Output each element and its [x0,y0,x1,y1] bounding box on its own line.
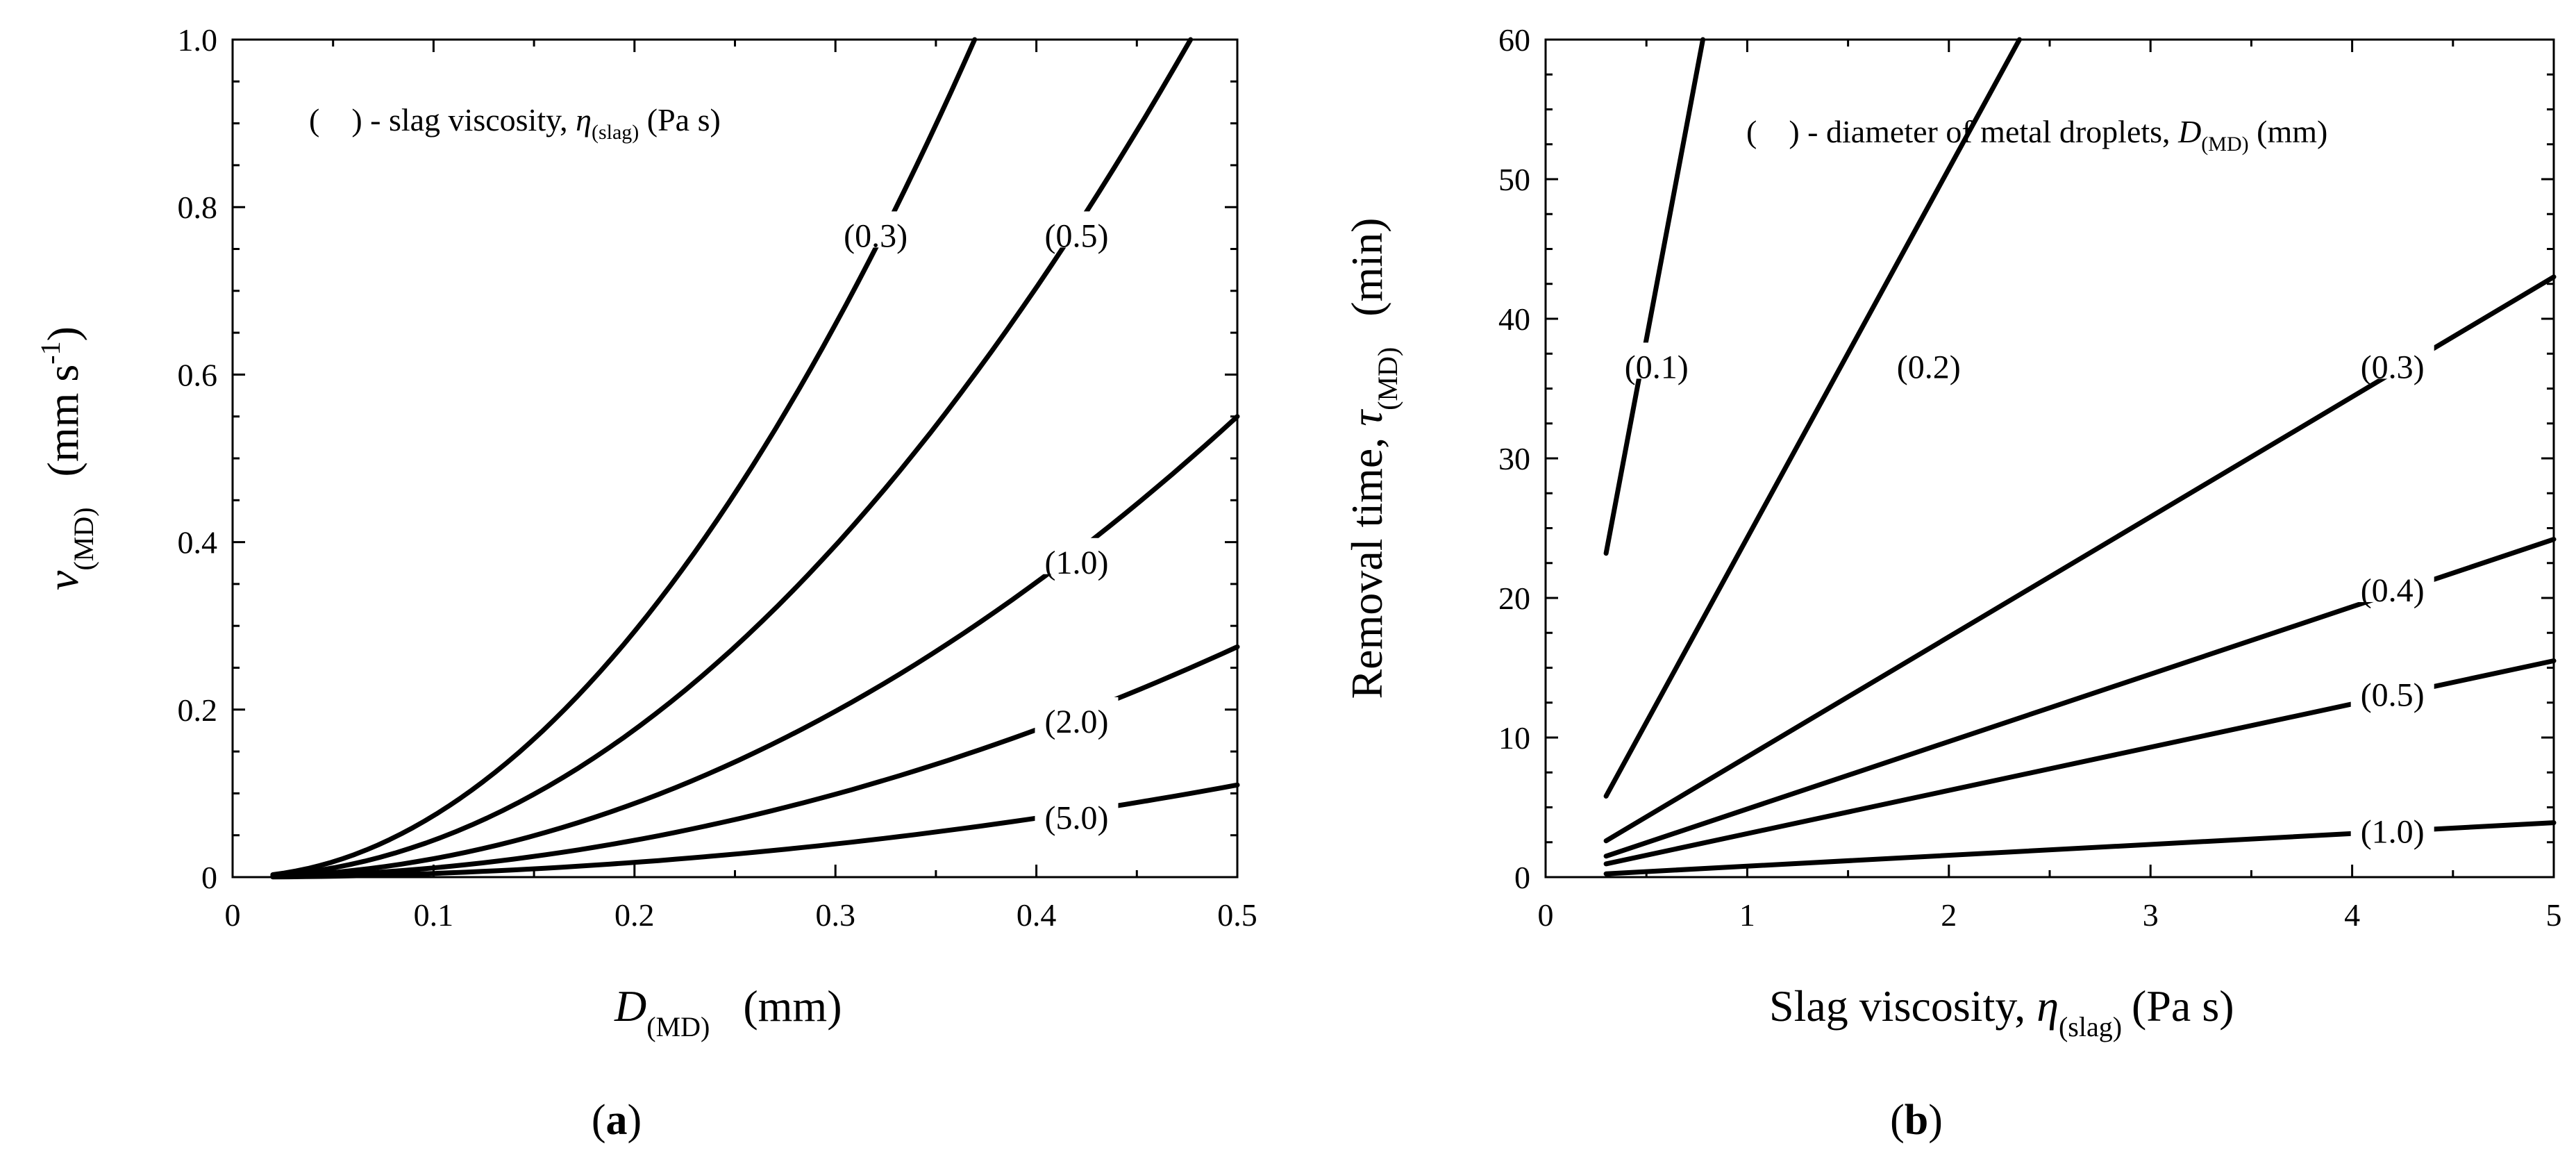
panel-b-series-label-bg [2350,342,2434,379]
panel-b-series-label: (0.3) [2361,349,2425,385]
panel-a-y-tick-label: 0.2 [178,692,218,728]
panel-b-series-label: (1.0) [2361,814,2425,851]
panel-a-series-label-bg [1035,538,1119,574]
panel-b-series-label-bg [1887,342,1971,379]
panel-b-x-tick-label: 4 [2344,897,2360,933]
panel-a-y-tick-label: 0.6 [178,357,218,392]
panel-a-series-label-bg [1035,793,1119,830]
panel-b-y-tick-label: 30 [1498,441,1530,476]
panel-a-y-tick-label: 0.4 [178,525,218,560]
panel-b-series-label-bg [2350,670,2434,707]
panel-a-x-tick-label: 0.2 [614,897,655,933]
panel-a-series-label: (5.0) [1044,800,1108,837]
panel-b-series [1603,37,2557,876]
panel-a-series-label-bg [1035,211,1119,248]
panel-b-y-tick-label: 40 [1498,301,1530,337]
panel-b-series-line [1603,37,2022,799]
panel-b-x-tick-label: 0 [1538,897,1554,933]
panel-a-y-tick-label: 0 [201,860,217,895]
panel-b-x-axis-title: Slag viscosity, η(slag) (Pa s) [1769,981,2234,1042]
panel-b-series-line [1603,37,1705,556]
panel-a-series-line [270,644,1240,879]
panel-a-x-tick-label: 0.5 [1217,897,1257,933]
panel-b-plot-area [1544,38,2555,879]
panel-b-series-label-bg [1614,342,1698,379]
panel-b-series-label-bg [2350,807,2434,844]
panel-a-y-tick-label: 1.0 [178,22,218,58]
panel-b-y-tick-label: 10 [1498,720,1530,756]
panel-a-series-label: (0.5) [1044,217,1108,254]
panel-a-x-tick-label: 0.1 [414,897,454,933]
panel-b-x-tick-label: 5 [2546,897,2562,933]
panel-a-x-tick-label: 0 [225,897,241,933]
panel-b-legend: ( ) - diameter of metal droplets, D(MD) … [1746,114,2327,156]
panel-b-series-label: (0.5) [2361,677,2425,714]
panel-b-series-label: (0.1) [1625,349,1689,385]
panel-a-axis-ticks: 0 0.1 0.2 0.3 0.4 0.5 0 0.2 0.4 0.6 0.8 1.0 [178,22,1257,933]
panel-b-y-tick-label: 60 [1498,22,1530,58]
panel-a-y-tick-label: 0.8 [178,190,218,225]
panel-a-legend: ( ) - slag viscosity, η(slag) (Pa s) [309,102,721,144]
panel-b-y-tick-label: 0 [1514,860,1530,895]
panel-a-x-tick-label: 0.3 [815,897,855,933]
panel-a-series-label: (1.0) [1044,544,1108,581]
panel-a-x-tick-label: 0.4 [1017,897,1057,933]
panel-a-series [270,37,1240,880]
panel-b-series-label: (0.4) [2361,572,2425,609]
panel-b-caption: (b) [1890,1097,1943,1144]
panel-b-series-labels: (0.1) (0.2) (0.3) (0.4) (0.5) (1.0) [1614,342,2434,851]
panel-a-series-label-bg [834,211,918,248]
panel-a-series-label: (0.3) [844,217,908,254]
panel-b-y-axis-title: Removal time, τ(MD)(min) [1342,218,1403,699]
panel-a-series-labels: (0.3) (0.5) (1.0) (2.0) (5.0) [834,211,1119,837]
panel-b-series-label: (0.2) [1897,349,1961,385]
panel-a-x-axis-title: D(MD) (mm) [614,981,842,1042]
panel-a-series-label: (2.0) [1044,704,1108,740]
panel-b-x-tick-label: 3 [2143,897,2159,933]
panel-a-y-axis-title: v(MD)(mm s-1) [35,326,99,590]
panel-a-plot-area [231,38,1239,879]
panel-a-caption: (a) [592,1097,642,1144]
panel-b-x-tick-label: 2 [1941,897,1957,933]
panel-a-series-label-bg [1035,697,1119,733]
panel-a-series-line [270,37,1194,879]
panel-a-chart: 0 0.1 0.2 0.3 0.4 0.500.20.40.60.81.0 (0.3) (0… [35,22,1257,1144]
panel-b-y-tick-label: 50 [1498,162,1530,197]
panel-a-series-line [270,37,978,877]
panel-b-series-label-bg [2350,565,2434,602]
panel-b-y-tick-label: 20 [1498,581,1530,616]
panel-b-x-tick-label: 1 [1739,897,1755,933]
